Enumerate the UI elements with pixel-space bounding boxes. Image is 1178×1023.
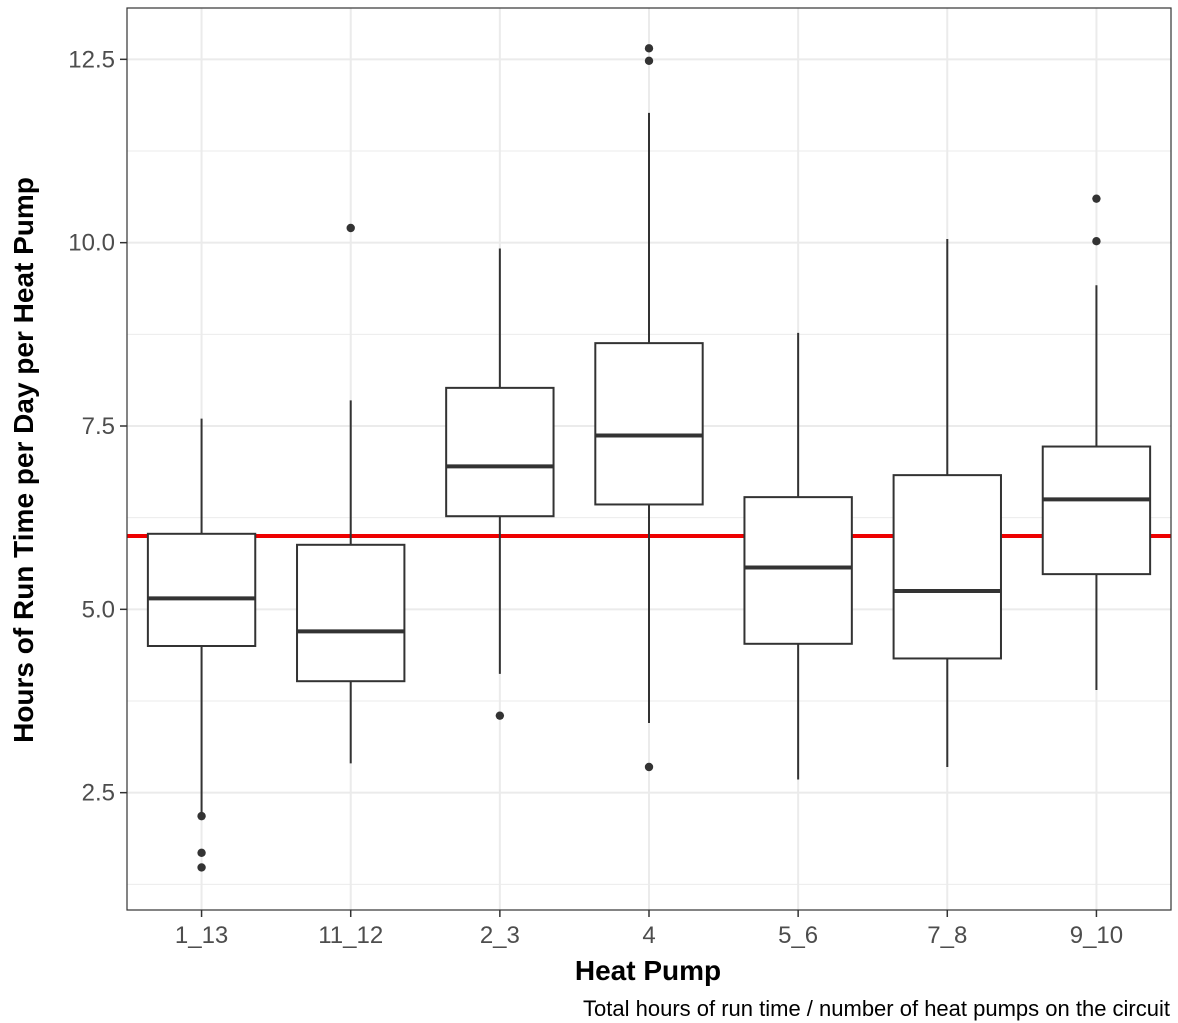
y-tick-label: 12.5 xyxy=(68,46,115,73)
iqr-box xyxy=(445,386,555,518)
outlier-point xyxy=(644,44,654,53)
box-1_13 xyxy=(146,418,257,872)
iqr-box xyxy=(743,496,853,645)
chart-caption: Total hours of run time / number of heat… xyxy=(583,996,1170,1021)
x-tick-label: 11_12 xyxy=(318,922,383,949)
outlier-point xyxy=(495,711,505,720)
x-tick-label: 1_13 xyxy=(175,922,228,949)
x-axis-title: Heat Pump xyxy=(575,955,721,986)
box-7_8 xyxy=(892,239,1002,767)
y-tick-label: 5.0 xyxy=(82,596,115,623)
outlier-point xyxy=(644,762,654,772)
box-5_6 xyxy=(743,332,853,780)
iqr-box xyxy=(892,474,1002,660)
x-axis-ticks: 1_13 11_12 2_3 4 5_6 7_8 9_10 xyxy=(175,910,1123,949)
y-tick-label: 10.0 xyxy=(68,230,115,257)
x-tick-label: 2_3 xyxy=(480,922,520,949)
box-11_12 xyxy=(296,223,406,764)
x-tick-label: 7_8 xyxy=(927,922,967,949)
x-tick-label: 4 xyxy=(642,922,655,949)
iqr-box xyxy=(146,532,257,647)
iqr-box xyxy=(296,543,406,683)
outlier-point xyxy=(197,848,206,857)
iqr-box xyxy=(1041,445,1152,576)
outlier-point xyxy=(1092,237,1101,246)
y-tick-label: 7.5 xyxy=(82,413,115,440)
y-tick-label: 2.5 xyxy=(82,780,115,807)
y-axis-ticks: 2.5 5.0 7.5 10.0 12.5 xyxy=(68,46,127,807)
y-axis-title: Hours of Run Time per Day per Heat Pump xyxy=(8,177,39,743)
outlier-point xyxy=(644,56,654,65)
outlier-point xyxy=(197,811,206,821)
box-2_3 xyxy=(445,248,555,720)
box-9_10 xyxy=(1041,194,1152,690)
x-tick-label: 5_6 xyxy=(778,922,818,949)
iqr-box xyxy=(594,342,704,506)
boxes-group xyxy=(146,44,1152,872)
outlier-point xyxy=(346,223,355,233)
outlier-point xyxy=(197,863,206,872)
x-tick-label: 9_10 xyxy=(1070,922,1123,949)
outlier-point xyxy=(1092,194,1101,203)
box-4 xyxy=(594,44,704,772)
